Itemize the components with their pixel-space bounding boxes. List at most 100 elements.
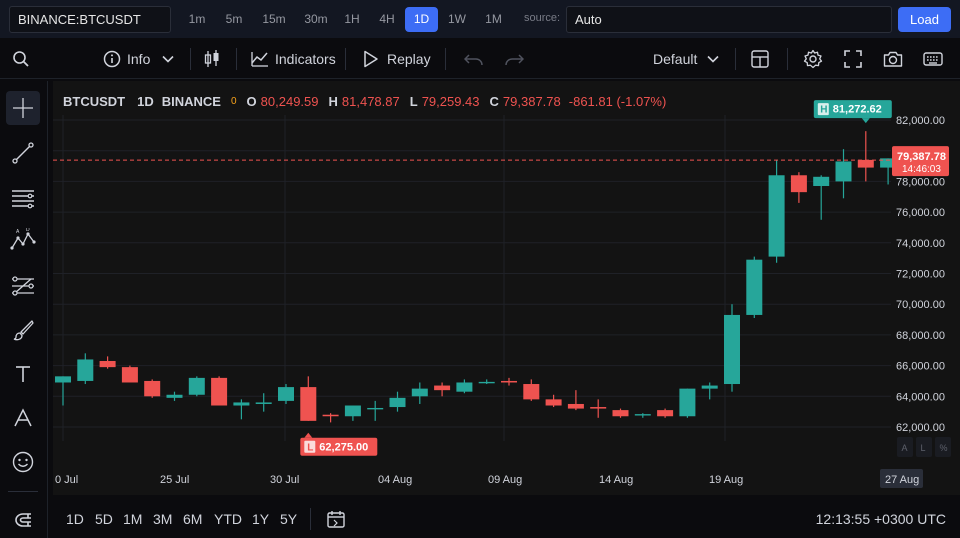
replay-button[interactable]: Replay — [363, 39, 431, 79]
range-1d[interactable]: 1D — [66, 511, 84, 527]
info-button[interactable]: Info — [103, 39, 174, 79]
brush-icon[interactable] — [6, 313, 40, 347]
indicators-button[interactable]: Indicators — [251, 39, 336, 79]
info-label: Info — [127, 51, 151, 67]
candlestick-chart[interactable]: 82,000.0080,000.0078,000.0076,000.0074,0… — [53, 81, 960, 495]
candle-body — [701, 385, 718, 389]
emoji-icon[interactable] — [6, 445, 40, 479]
x-axis-tick: 25 Jul — [160, 474, 189, 486]
toolbar-divider — [787, 48, 788, 70]
undo-icon[interactable] — [464, 39, 484, 79]
candle-body — [411, 388, 428, 397]
top-control-bar: BINANCE:BTCUSDT 1m 5m 15m 30m 1H 4H 1D 1W 1M sou… — [0, 0, 960, 38]
candle-body — [300, 387, 317, 421]
legend-interval: 1D — [137, 93, 154, 109]
range-3m[interactable]: 3M — [153, 511, 173, 527]
last-price-label: 79,387.78 — [897, 151, 946, 163]
high-marker-tag — [817, 103, 829, 116]
x-axis-tick: 14 Aug — [599, 474, 633, 486]
interval-15m[interactable]: 15m — [262, 12, 286, 26]
scale-button-label: % — [940, 443, 948, 453]
candle-body — [790, 175, 807, 193]
font-icon[interactable] — [6, 401, 40, 435]
clock-display[interactable]: 12:13:55 +0300 UTC — [815, 511, 946, 527]
gear-icon[interactable] — [803, 39, 823, 79]
candle-body — [278, 387, 294, 401]
low-marker-value: 62,275.00 — [319, 441, 368, 453]
toolbar-divider — [236, 48, 237, 70]
candle-body — [144, 380, 161, 397]
source-select[interactable]: Auto — [566, 6, 892, 33]
range-5d[interactable]: 5D — [95, 511, 113, 527]
text-icon[interactable] — [6, 357, 40, 391]
range-6m[interactable]: 6M — [183, 511, 203, 527]
toolbar-divider — [190, 48, 191, 70]
candle-body — [545, 399, 562, 406]
interval-5m[interactable]: 5m — [225, 12, 243, 26]
play-icon — [363, 50, 379, 68]
candle-body — [121, 367, 138, 383]
y-axis-tick: 74,000.00 — [896, 238, 945, 250]
trend-line-icon[interactable] — [6, 136, 40, 170]
candle-body — [166, 394, 183, 398]
candle-body — [679, 388, 696, 417]
forecast-icon[interactable] — [6, 269, 40, 303]
candle-body — [322, 414, 339, 417]
high-marker-letter: H — [820, 105, 827, 116]
candle-body — [724, 314, 740, 385]
high-marker — [813, 100, 892, 119]
toolbar-divider — [445, 48, 446, 70]
toolbar-divider — [735, 48, 736, 70]
x-axis-tick: 19 Aug — [709, 474, 743, 486]
interval-1d[interactable]: 1D — [405, 7, 438, 32]
sidebar-divider — [8, 491, 38, 492]
load-button[interactable]: Load — [898, 7, 951, 32]
range-5y[interactable]: 5Y — [280, 511, 298, 527]
interval-4h[interactable]: 4H — [379, 12, 395, 26]
candle-body — [857, 159, 874, 168]
redo-icon[interactable] — [504, 39, 524, 79]
legend-close-label: C — [489, 93, 499, 109]
low-marker-tag — [304, 440, 316, 453]
magnet-icon[interactable] — [6, 503, 40, 537]
layout-icon[interactable] — [751, 39, 769, 79]
range-ytd[interactable]: YTD — [214, 511, 242, 527]
indicators-icon — [251, 51, 269, 67]
y-axis-tick: 68,000.00 — [896, 330, 945, 342]
interval-30m[interactable]: 30m — [304, 12, 328, 26]
calendar-icon[interactable] — [326, 509, 346, 534]
interval-1m[interactable]: 1m — [188, 12, 206, 26]
layout-dropdown[interactable]: Default — [653, 39, 719, 79]
candle-body — [233, 402, 250, 406]
fib-icon[interactable] — [6, 181, 40, 215]
chart-pane[interactable]: 82,000.0080,000.0078,000.0076,000.0074,0… — [53, 81, 960, 495]
interval-1m[interactable]: 1M — [485, 12, 502, 26]
range-1y[interactable]: 1Y — [252, 511, 270, 527]
candle-body — [590, 407, 607, 409]
symbol-input[interactable]: BINANCE:BTCUSDT — [9, 6, 171, 33]
high-marker-arrow — [861, 118, 870, 124]
countdown-label: 14:46:03 — [902, 164, 941, 175]
low-marker-arrow — [304, 432, 313, 438]
range-1m[interactable]: 1M — [123, 511, 143, 527]
crosshair-icon[interactable] — [6, 91, 40, 125]
search-icon[interactable] — [12, 39, 30, 79]
scale-button — [916, 437, 932, 457]
x-axis-tick: 0 Jul — [55, 474, 78, 486]
interval-1w[interactable]: 1W — [448, 12, 466, 26]
bottombar-divider — [310, 508, 311, 530]
scale-button-label: A — [902, 443, 908, 453]
candle-body — [255, 402, 272, 404]
candle-body — [77, 359, 94, 381]
interval-1h[interactable]: 1H — [344, 12, 360, 26]
camera-icon[interactable] — [883, 39, 903, 79]
candles-icon[interactable] — [203, 39, 221, 79]
low-marker — [300, 437, 378, 456]
bottom-range-bar: 1D 5D 1M 3M 6M YTD 1Y 5Y 12:13:55 +0300 UTC — [53, 500, 960, 538]
fullscreen-icon[interactable] — [844, 39, 862, 79]
keyboard-icon[interactable] — [923, 39, 943, 79]
legend-high: 81,478.87 — [341, 93, 400, 109]
candle-body — [478, 381, 495, 384]
y-axis-tick: 64,000.00 — [896, 391, 945, 403]
